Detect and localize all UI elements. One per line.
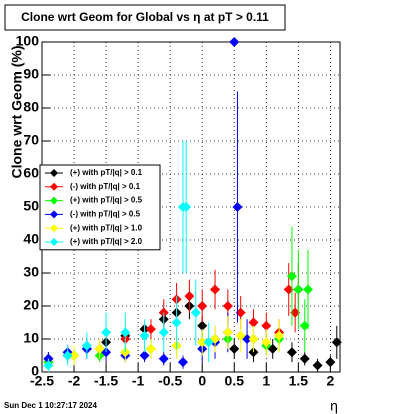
marker bbox=[62, 350, 73, 361]
marker bbox=[181, 202, 192, 212]
marker bbox=[299, 320, 310, 331]
marker bbox=[184, 291, 195, 302]
marker bbox=[197, 301, 208, 311]
y-tick-label: 50 bbox=[23, 198, 39, 214]
marker bbox=[43, 360, 54, 371]
legend-marker bbox=[50, 224, 58, 233]
y-tick-label: 60 bbox=[23, 165, 39, 181]
title-box bbox=[4, 4, 286, 31]
marker bbox=[197, 337, 208, 348]
marker bbox=[274, 330, 285, 341]
marker bbox=[145, 343, 156, 354]
x-axis-label: η bbox=[330, 398, 338, 414]
marker bbox=[232, 202, 243, 212]
marker bbox=[290, 307, 301, 318]
marker bbox=[145, 324, 156, 335]
x-tick-label: -2 bbox=[68, 373, 81, 389]
marker bbox=[101, 327, 112, 338]
y-tick-label: 20 bbox=[23, 297, 39, 313]
legend-label: (-) with pT/|q| > 0.1 bbox=[70, 182, 141, 191]
legend-label: (+) with pT/|q| > 1.0 bbox=[70, 223, 143, 232]
legend-box bbox=[39, 164, 161, 251]
marker bbox=[302, 284, 313, 295]
marker bbox=[81, 340, 92, 351]
marker bbox=[158, 353, 169, 364]
marker bbox=[261, 320, 272, 331]
x-tick-label: -1 bbox=[132, 373, 145, 389]
x-tick-label: -1.5 bbox=[94, 373, 118, 389]
marker bbox=[235, 307, 246, 318]
marker bbox=[229, 37, 240, 47]
marker bbox=[69, 350, 80, 361]
marker bbox=[261, 337, 272, 348]
marker bbox=[222, 327, 233, 338]
marker bbox=[190, 307, 201, 318]
marker bbox=[293, 284, 304, 295]
marker bbox=[120, 327, 131, 338]
y-tick-label: 40 bbox=[23, 231, 39, 247]
legend-marker bbox=[50, 196, 58, 205]
marker bbox=[203, 337, 214, 348]
marker bbox=[286, 271, 297, 282]
marker bbox=[94, 343, 105, 354]
marker bbox=[235, 330, 246, 341]
marker bbox=[248, 317, 259, 328]
marker bbox=[325, 357, 336, 368]
legend-label: (-) with pT/|q| > 0.5 bbox=[70, 210, 141, 219]
legend-marker bbox=[50, 210, 58, 219]
marker bbox=[222, 301, 233, 311]
y-tick-label: 80 bbox=[23, 99, 39, 115]
y-tick-label: 70 bbox=[23, 132, 39, 148]
x-tick-label: 1.5 bbox=[289, 373, 309, 389]
legend-label: (+) with pT/|q| > 0.5 bbox=[70, 196, 143, 205]
y-tick-label: 30 bbox=[23, 264, 39, 280]
y-axis-label: Clone wrt Geom (%) bbox=[9, 45, 25, 178]
x-tick-label: -0.5 bbox=[158, 373, 182, 389]
marker bbox=[158, 327, 169, 338]
y-tick-label: 0 bbox=[31, 363, 39, 379]
marker bbox=[197, 320, 208, 331]
chart-title: Clone wrt Geom for Global vs η at pT > 0… bbox=[21, 10, 269, 24]
legend-label: (+) with pT/|q| > 2.0 bbox=[70, 237, 143, 246]
y-tick-label: 90 bbox=[23, 66, 39, 82]
marker bbox=[299, 353, 310, 364]
x-tick-label: 0 bbox=[198, 373, 206, 389]
legend-marker bbox=[50, 238, 58, 246]
marker bbox=[286, 347, 297, 358]
y-tick-label: 100 bbox=[16, 33, 40, 49]
x-tick-label: -2.5 bbox=[30, 373, 54, 389]
x-tick-label: 0.5 bbox=[225, 373, 245, 389]
legend-marker bbox=[50, 169, 58, 177]
y-tick-label: 10 bbox=[23, 330, 39, 346]
marker bbox=[139, 330, 150, 341]
footer-date: Sun Dec 1 10:27:17 2024 bbox=[4, 401, 97, 410]
marker bbox=[248, 334, 259, 344]
legend-label: (+) with pT/|q| > 0.1 bbox=[70, 168, 143, 177]
marker bbox=[177, 357, 188, 368]
x-tick-label: 1 bbox=[262, 373, 270, 389]
marker bbox=[331, 337, 342, 348]
marker bbox=[283, 284, 294, 295]
marker bbox=[229, 343, 240, 354]
marker bbox=[139, 350, 150, 361]
x-tick-label: 2 bbox=[326, 373, 334, 389]
marker bbox=[210, 284, 221, 295]
marker bbox=[171, 317, 182, 328]
marker bbox=[312, 360, 323, 371]
legend-marker bbox=[50, 182, 58, 191]
